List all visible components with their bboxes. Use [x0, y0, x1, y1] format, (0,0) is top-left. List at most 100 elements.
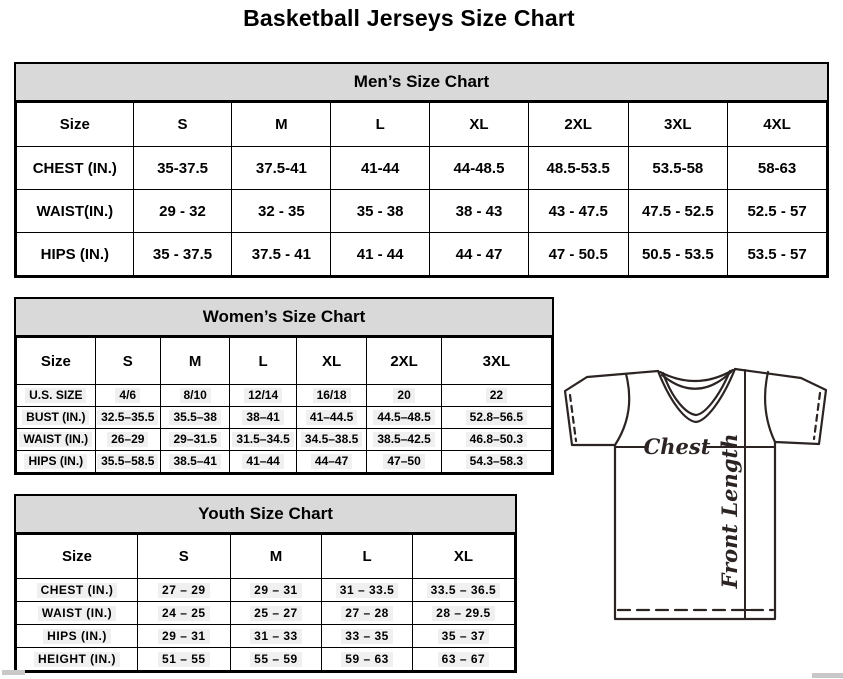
vneck-outer-curve	[656, 367, 737, 424]
size-header-cell: 4XL	[727, 102, 827, 147]
data-cell: 48.5-53.5	[527, 146, 629, 190]
table-row: HEIGHT (IN.) 51 – 55 55 – 59 59 – 63 63 – 67	[16, 647, 516, 671]
data-cell: 59 – 63	[321, 647, 413, 671]
table-row: WAIST (IN.) 26–29 29–31.5 31.5–34.5 34.5–38.…	[16, 428, 553, 451]
size-header-cell: S	[94, 337, 161, 385]
data-cell: 34.5–38.5	[295, 428, 368, 451]
table-row: HIPS (IN.) 35 - 37.5 37.5 - 41 41 - 44 44 - …	[16, 232, 827, 276]
data-cell: 35 – 37	[411, 624, 516, 648]
data-cell: 38.5–42.5	[366, 428, 442, 451]
data-cell: 33 – 35	[321, 624, 413, 648]
womens-table: Size S M L XL 2XL 3XL U.S. SIZE 4/6 8/10 12/14 16/1…	[16, 337, 553, 473]
row-label: WAIST (IN.)	[16, 428, 96, 451]
data-cell: 33.5 – 36.5	[411, 578, 516, 602]
data-cell: 41–44	[229, 450, 297, 473]
page-title: Basketball Jerseys Size Chart	[243, 5, 575, 31]
data-cell: 54.3–58.3	[440, 450, 553, 473]
mens-size-chart: Men’s Size Chart Size S M L XL 2XL 3XL 4XL CHEST…	[14, 62, 829, 278]
mens-table-title: Men’s Size Chart	[16, 64, 827, 102]
data-cell: 44-48.5	[429, 146, 529, 190]
data-cell: 51 – 55	[137, 647, 231, 671]
size-header-cell: 3XL	[627, 102, 729, 147]
data-cell: 47–50	[366, 450, 442, 473]
data-cell: 35.5–58.5	[94, 450, 161, 473]
collar-top-curve	[658, 368, 735, 383]
size-header-cell: 3XL	[440, 337, 553, 385]
table-row: CHEST (IN.) 27 – 29 29 – 31 31 – 33.5 33.5 –…	[16, 578, 516, 602]
mens-table: Size S M L XL 2XL 3XL 4XL CHEST (IN.) 35-37.5 37.5…	[16, 102, 827, 276]
data-cell: 26–29	[94, 428, 161, 451]
data-cell: 41 - 44	[330, 232, 431, 276]
data-cell: 16/18	[295, 384, 368, 407]
row-label: HIPS (IN.)	[16, 232, 134, 276]
data-cell: 22	[440, 384, 553, 407]
jersey-body-outline	[563, 367, 828, 621]
data-cell: 52.5 - 57	[727, 189, 827, 233]
row-label: WAIST (IN.)	[16, 601, 138, 625]
row-label: HEIGHT (IN.)	[16, 647, 138, 671]
data-cell: 25 – 27	[229, 601, 323, 625]
table-row: U.S. SIZE 4/6 8/10 12/14 16/18 20 22	[16, 384, 553, 407]
data-cell: 41-44	[330, 146, 431, 190]
size-header-cell: L	[229, 337, 297, 385]
data-cell: 29 – 31	[137, 624, 231, 648]
size-header-cell: S	[132, 102, 233, 147]
data-cell: 32.5–35.5	[94, 406, 161, 429]
data-cell: 32 - 35	[231, 189, 332, 233]
row-label: HIPS (IN.)	[16, 624, 138, 648]
youth-header-row: Size S M L XL	[16, 534, 516, 579]
data-cell: 44–47	[295, 450, 368, 473]
row-label: WAIST(IN.)	[16, 189, 134, 233]
size-header-cell: M	[159, 337, 231, 385]
data-cell: 35 - 38	[330, 189, 431, 233]
horizontal-scrollbar-fragment[interactable]	[812, 673, 843, 678]
data-cell: 24 – 25	[137, 601, 231, 625]
mens-header-row: Size S M L XL 2XL 3XL 4XL	[16, 102, 827, 147]
size-header-cell: S	[137, 534, 231, 579]
data-cell: 41–44.5	[295, 406, 368, 429]
data-cell: 35.5–38	[159, 406, 231, 429]
womens-size-chart: Women’s Size Chart Size S M L XL 2XL 3XL U.S. S…	[14, 297, 554, 475]
youth-table: Size S M L XL CHEST (IN.) 27 – 29 29 – 31 31 – 3…	[16, 534, 516, 671]
size-header-cell: L	[321, 534, 413, 579]
data-cell: 37.5 - 41	[231, 232, 332, 276]
data-cell: 44.5–48.5	[366, 406, 442, 429]
size-header-cell: XL	[411, 534, 516, 579]
data-cell: 38 - 43	[429, 189, 529, 233]
size-header-cell: XL	[429, 102, 529, 147]
data-cell: 63 – 67	[411, 647, 516, 671]
row-label: U.S. SIZE	[16, 384, 96, 407]
data-cell: 29 - 32	[132, 189, 233, 233]
womens-header-row: Size S M L XL 2XL 3XL	[16, 337, 553, 385]
data-cell: 31.5–34.5	[229, 428, 297, 451]
horizontal-scrollbar-thumb[interactable]	[2, 670, 25, 675]
chest-label: Chest	[644, 434, 711, 459]
data-cell: 46.8–50.3	[440, 428, 553, 451]
data-cell: 12/14	[229, 384, 297, 407]
right-armhole-seam	[764, 370, 777, 444]
table-row: WAIST(IN.) 29 - 32 32 - 35 35 - 38 38 - 43 43…	[16, 189, 827, 233]
data-cell: 29 – 31	[229, 578, 323, 602]
row-label: HIPS (IN.)	[16, 450, 96, 473]
size-header-cell: M	[231, 102, 332, 147]
data-cell: 20	[366, 384, 442, 407]
size-header-cell: XL	[295, 337, 368, 385]
youth-table-title: Youth Size Chart	[16, 496, 515, 534]
data-cell: 47 - 50.5	[527, 232, 629, 276]
vneck-inner-curve	[661, 369, 732, 417]
data-cell: 38–41	[229, 406, 297, 429]
left-armhole-seam	[613, 372, 631, 447]
collar-mid-curve	[660, 370, 733, 390]
front-length-label: Front Length	[717, 434, 742, 590]
size-header-cell: L	[330, 102, 431, 147]
data-cell: 55 – 59	[229, 647, 323, 671]
row-label: CHEST (IN.)	[16, 578, 138, 602]
row-label: BUST (IN.)	[16, 406, 96, 429]
size-header-cell: 2XL	[527, 102, 629, 147]
womens-table-title: Women’s Size Chart	[16, 299, 552, 337]
data-cell: 44 - 47	[429, 232, 529, 276]
size-header-cell: 2XL	[366, 337, 442, 385]
left-cuff-dashed-line	[568, 393, 578, 443]
data-cell: 31 – 33	[229, 624, 323, 648]
